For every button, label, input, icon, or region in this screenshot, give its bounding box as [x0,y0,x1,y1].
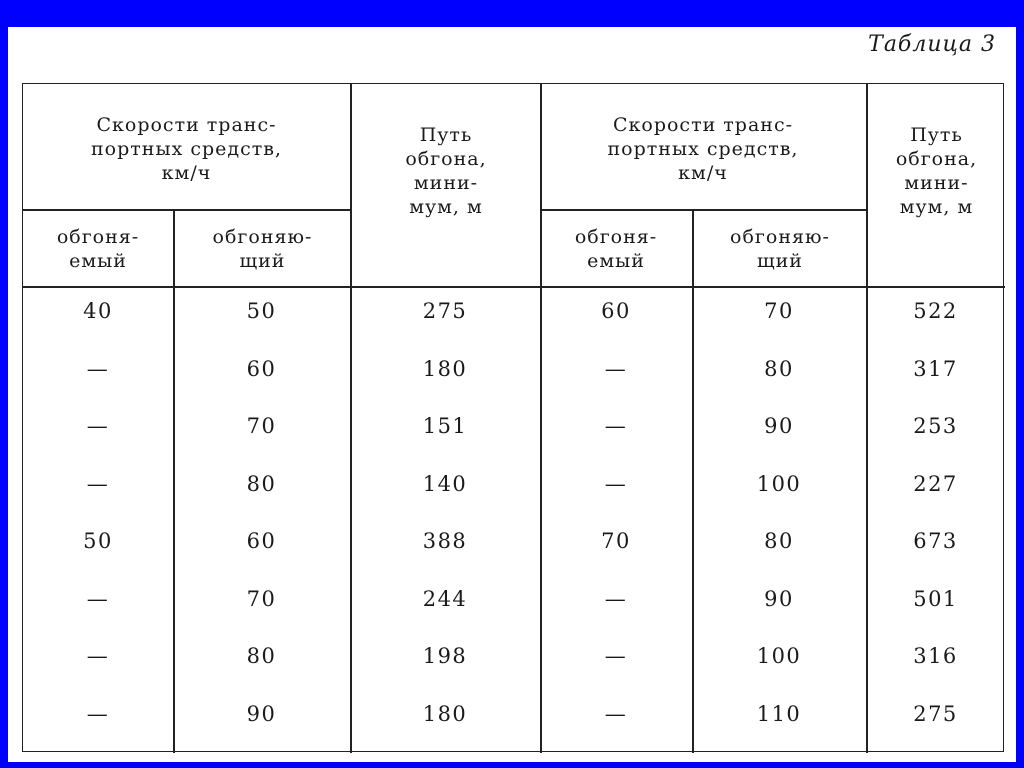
header-overtaking-left: обгоняю- щий [212,226,313,272]
cell-min-distance: 151 [422,414,468,438]
cell-min-distance: 244 [422,586,468,611]
cell-overtaken-speed: — [86,414,110,438]
cell-overtaking-speed: 80 [246,644,277,668]
cell-overtaking-speed: 70 [246,586,277,611]
divider [866,84,868,753]
table-title: Таблица 3 [868,32,996,57]
cell-overtaking-speed: 80 [764,356,794,381]
divider [692,210,694,753]
cell-min-distance: 275 [422,299,468,323]
cell-overtaken-speed: — [86,471,110,496]
cell-overtaking-speed: 100 [756,471,802,496]
cell-overtaken-speed: — [86,644,110,668]
header-distance-left: Путь обгона, мини- мум, м [405,124,487,218]
cell-overtaking-speed: 90 [764,586,794,611]
header-overtaken-right: обгоня- емый [574,226,658,272]
header-speeds-left: Скорости транс- портных средств, км/ч [91,114,282,184]
cell-overtaken-speed: — [604,701,628,726]
header-speeds-right: Скорости транс- портных средств, км/ч [607,114,799,184]
cell-overtaking-speed: 80 [246,471,277,496]
divider [173,210,175,753]
cell-overtaken-speed: — [86,356,110,381]
cell-overtaken-speed: — [86,701,110,726]
document-page: Таблица 3 Скорости транс- портных средст… [8,27,1016,762]
cell-min-distance: 275 [913,701,958,726]
cell-min-distance: 316 [913,644,958,668]
cell-overtaking-speed: 90 [764,414,794,438]
cell-overtaking-speed: 60 [246,356,277,381]
cell-overtaken-speed: — [604,471,628,496]
cell-overtaken-speed: 50 [83,529,113,553]
cell-min-distance: 253 [913,414,958,438]
cell-overtaking-speed: 90 [246,701,277,726]
cell-min-distance: 198 [422,644,468,668]
cell-overtaking-speed: 70 [246,414,277,438]
cell-min-distance: 180 [422,701,468,726]
cell-overtaken-speed: — [86,586,110,611]
cell-min-distance: 522 [913,299,958,323]
cell-overtaking-speed: 80 [764,529,794,553]
cell-overtaken-speed: — [604,414,628,438]
cell-min-distance: 140 [422,471,468,496]
cell-min-distance: 317 [913,356,958,381]
cell-overtaking-speed: 50 [246,299,277,323]
cell-min-distance: 180 [422,356,468,381]
divider [23,209,350,211]
divider [540,84,542,753]
header-overtaken-left: обгоня- емый [56,226,140,272]
cell-overtaking-speed: 60 [246,529,277,553]
divider [540,209,866,211]
divider [350,84,352,753]
cell-overtaken-speed: — [604,644,628,668]
cell-overtaken-speed: 60 [601,299,631,323]
cell-overtaken-speed: 40 [83,299,113,323]
cell-min-distance: 388 [422,529,468,553]
cell-overtaking-speed: 110 [756,701,802,726]
cell-overtaken-speed: — [604,586,628,611]
cell-min-distance: 501 [913,586,958,611]
cell-min-distance: 673 [913,529,958,553]
cell-overtaking-speed: 70 [764,299,794,323]
cell-min-distance: 227 [913,471,958,496]
cell-overtaking-speed: 100 [756,644,802,668]
header-distance-right: Путь обгона, мини- мум, м [895,124,978,218]
divider [23,286,1005,288]
cell-overtaken-speed: 70 [601,529,631,553]
cell-overtaken-speed: — [604,356,628,381]
speed-overtaking-table: Скорости транс- портных средств, км/ч об… [22,83,1005,753]
header-overtaking-right: обгоняю- щий [730,226,830,272]
